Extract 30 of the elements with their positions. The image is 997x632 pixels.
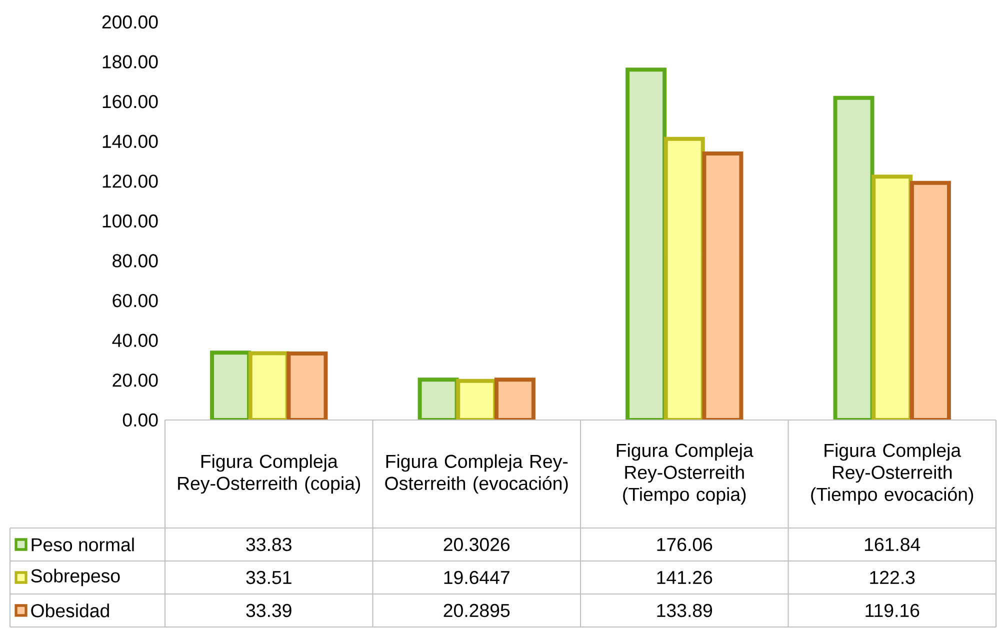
legend-label: Sobrepeso: [31, 568, 120, 586]
x-tick-label: Figura Compleja Rey-Osterreith (evocación): [385, 454, 568, 494]
y-tick-label: 160.00: [102, 94, 158, 108]
y-tick-label: 80.00: [112, 254, 158, 268]
data-label: 161.84: [864, 538, 920, 552]
y-tick-label: 100.00: [102, 214, 158, 228]
legend-label: Obesidad: [31, 604, 109, 618]
data-label: 133.89: [657, 604, 712, 618]
y-tick-label: 40.00: [112, 334, 158, 348]
data-label: 119.16: [866, 604, 920, 618]
legend-label: Peso normal: [32, 538, 134, 552]
data-label: 20.3026: [444, 538, 510, 552]
x-tick-label: Figura Compleja Rey-Osterreith (Tiempo copia): [616, 443, 754, 505]
y-tick-label: 20.00: [112, 374, 158, 387]
data-label: 33.83: [246, 538, 292, 552]
x-tick-label: Figura Compleja Rey-Osterreith (Tiempo evocación): [811, 443, 974, 505]
y-tick-label: 140.00: [102, 134, 158, 148]
x-tick-label: Figura Compleja Rey-Osterreith (copia): [178, 454, 360, 494]
data-label: 33.51: [246, 570, 292, 584]
y-tick-label: 180.00: [102, 55, 158, 68]
y-tick-label: 200.00: [102, 15, 158, 29]
y-tick-label: 0.00: [122, 413, 158, 427]
y-tick-label: 60.00: [112, 294, 158, 308]
data-label: 122.3: [870, 570, 915, 584]
data-label: 20.2895: [444, 604, 510, 618]
y-tick-label: 120.00: [102, 174, 158, 188]
data-label: 141.26: [657, 570, 712, 584]
data-label: 19.6447: [444, 570, 510, 584]
data-label: 176.06: [657, 538, 712, 552]
data-label: 33.39: [246, 604, 292, 618]
